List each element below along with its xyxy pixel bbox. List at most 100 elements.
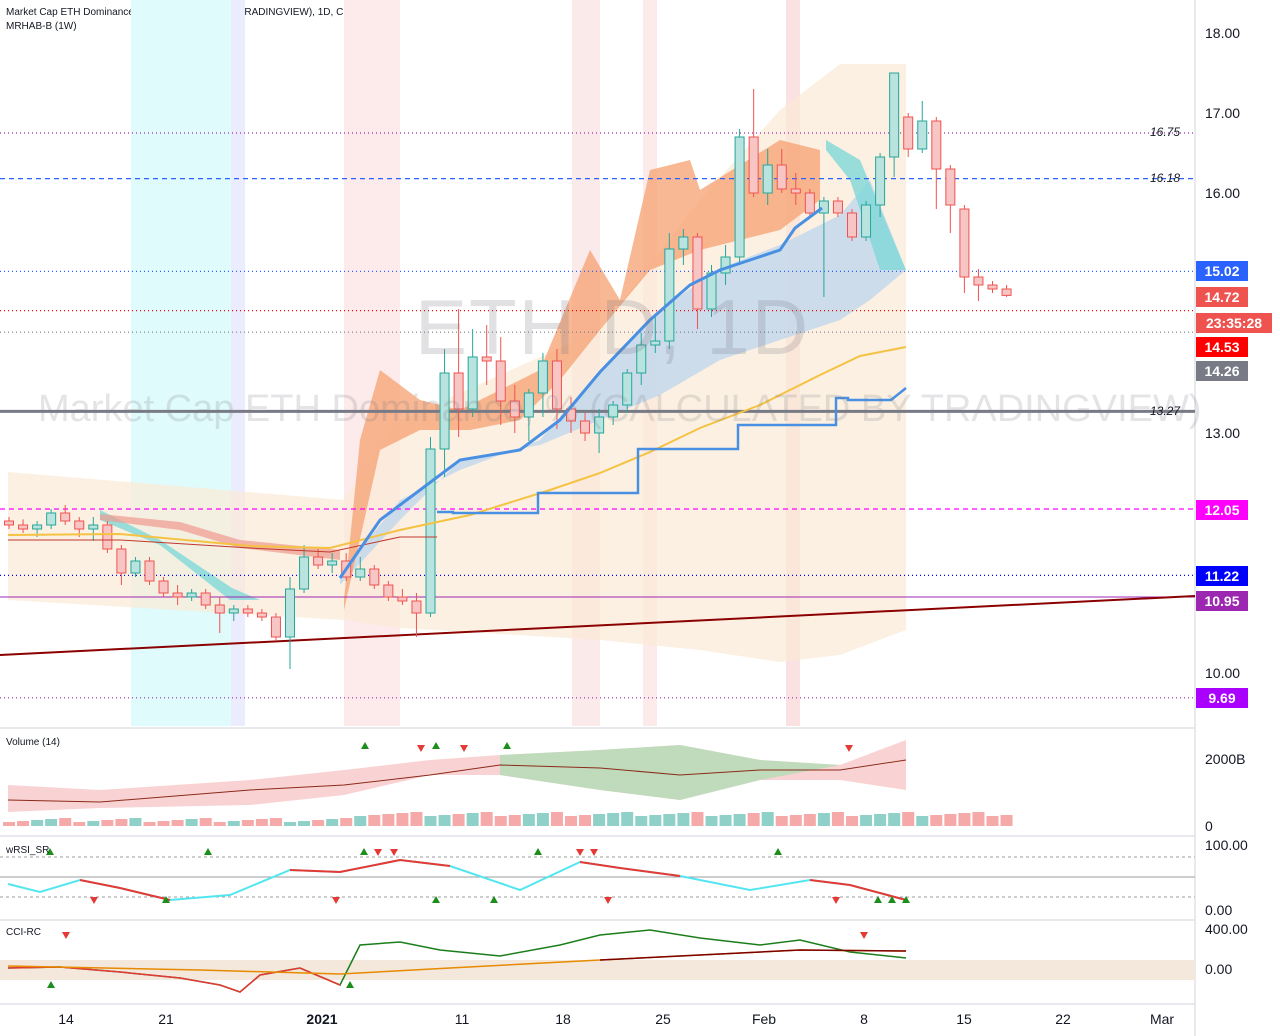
price-tag-countdown: 23:35:28 xyxy=(1196,313,1272,333)
candle-body xyxy=(327,560,338,566)
volume-bar xyxy=(944,814,957,826)
watermark-symbol: ETH D, 1D xyxy=(415,283,811,371)
candle-body xyxy=(158,580,169,594)
sell-arrow-icon xyxy=(332,897,340,904)
volume-bar xyxy=(368,815,381,826)
candle-body xyxy=(285,588,295,638)
volume-bar xyxy=(340,818,353,826)
sell-arrow-icon xyxy=(374,849,382,856)
level-label: 16.18 xyxy=(1150,171,1181,185)
candle-body xyxy=(32,524,43,530)
volume-bar xyxy=(227,821,240,826)
candle-body xyxy=(551,360,562,410)
candle-body xyxy=(495,360,506,402)
candle-body xyxy=(299,556,310,590)
candle-body xyxy=(411,600,422,614)
volume-bar xyxy=(565,816,577,826)
candle-body xyxy=(734,136,745,258)
candle-body xyxy=(130,560,141,574)
volume-bar xyxy=(17,821,30,826)
volume-bar xyxy=(480,812,493,826)
candle-body xyxy=(214,604,225,614)
volume-bar xyxy=(312,820,325,826)
volume-bar xyxy=(326,819,339,826)
candle-body xyxy=(875,156,886,206)
candle-body xyxy=(594,416,605,434)
volume-bar xyxy=(705,816,718,826)
teal-segment xyxy=(100,510,260,600)
time-axis-label: 2021 xyxy=(306,1011,338,1027)
volume-bar xyxy=(930,815,943,826)
volume-bar xyxy=(607,813,620,826)
candle-body xyxy=(804,192,815,214)
volume-bar xyxy=(874,814,887,826)
price-axis-label: 13.00 xyxy=(1205,425,1241,441)
price-axis-label: 10.00 xyxy=(1205,665,1241,681)
candle-body xyxy=(523,392,534,418)
volume-bar xyxy=(213,822,226,826)
price-tag-11-22: 11.22 xyxy=(1196,566,1248,586)
sell-arrow-icon xyxy=(417,745,425,752)
candle-body xyxy=(650,340,661,346)
candle-body xyxy=(959,208,970,278)
price-tag-10-95: 10.95 xyxy=(1196,591,1248,611)
sell-arrow-icon xyxy=(590,849,598,856)
volume-bar xyxy=(747,813,760,826)
buy-arrow-icon xyxy=(490,896,498,903)
volume-bar xyxy=(298,821,311,826)
buy-arrow-icon xyxy=(888,896,896,903)
volume-bar xyxy=(593,814,606,826)
price-tag-9-69: 9.69 xyxy=(1196,688,1248,708)
volume-bar xyxy=(649,815,662,826)
envelope-band xyxy=(8,64,906,662)
volume-bar xyxy=(550,812,563,826)
volume-bar xyxy=(986,816,999,826)
time-axis-label: 18 xyxy=(555,1011,571,1027)
cci-axis-label: 0.00 xyxy=(1205,961,1233,977)
volume-bar xyxy=(73,822,86,826)
candle-body xyxy=(776,164,787,190)
sell-arrow-icon xyxy=(90,897,98,904)
volume-bar xyxy=(860,815,873,826)
volume-bar xyxy=(846,816,858,826)
candle-body xyxy=(861,204,872,238)
candle-body xyxy=(228,608,239,614)
volume-bar xyxy=(438,815,451,826)
volume-bar xyxy=(635,816,648,826)
candle-body xyxy=(383,584,394,598)
volume-axis-label: 2000B xyxy=(1205,751,1246,767)
volume-cloud-green xyxy=(500,745,840,800)
volume-bar xyxy=(1000,815,1013,826)
volume-bar xyxy=(579,815,592,826)
buy-arrow-icon xyxy=(503,742,511,749)
time-axis-label: 14 xyxy=(58,1011,74,1027)
volume-bar xyxy=(31,820,44,826)
cci-signal-late xyxy=(599,949,907,961)
sell-arrow-icon xyxy=(460,745,468,752)
level-label: 16.75 xyxy=(1150,125,1181,139)
volume-bar xyxy=(831,812,844,826)
level-label: 13.27 xyxy=(1150,404,1181,418)
time-axis-label: 11 xyxy=(454,1011,470,1027)
candle-body xyxy=(818,200,829,214)
cci-line-negative xyxy=(7,966,341,993)
volume-bar xyxy=(803,814,816,826)
candle-body xyxy=(903,116,914,150)
volume-bar xyxy=(508,815,521,826)
wrsi-line-down xyxy=(79,858,907,901)
candle-body xyxy=(74,520,85,530)
price-axis-label: 16.00 xyxy=(1205,185,1241,201)
price-tag-12-05: 12.05 xyxy=(1196,500,1248,520)
volume-bar xyxy=(494,816,507,826)
volume-bar xyxy=(382,814,395,826)
candle-body xyxy=(397,596,408,602)
time-axis-label: Feb xyxy=(751,1011,777,1027)
buy-arrow-icon xyxy=(162,896,170,903)
volume-bar xyxy=(719,815,732,826)
volume-bar xyxy=(775,816,788,826)
wrsi-axis-label: 0.00 xyxy=(1205,902,1233,918)
candle-body xyxy=(116,548,127,574)
volume-bar xyxy=(972,812,985,826)
buy-arrow-icon xyxy=(432,896,440,903)
